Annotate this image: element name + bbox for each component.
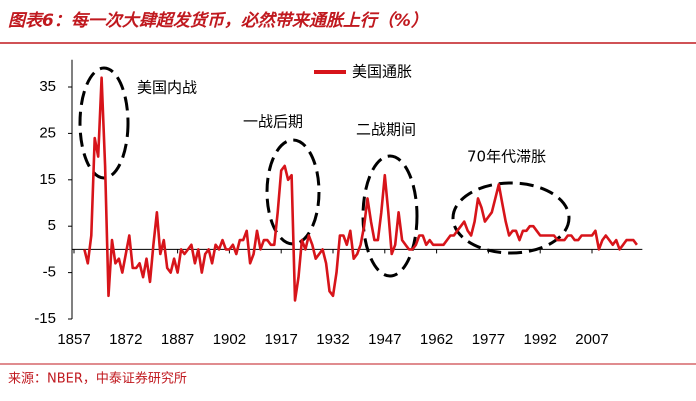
x-tick-label: 1962	[420, 331, 453, 348]
x-tick-label: 1872	[109, 331, 142, 348]
series-line	[83, 76, 638, 302]
source: 来源：NBER，中泰证券研究所	[8, 371, 187, 387]
annotation: 70年代滞胀	[467, 148, 546, 166]
highlight-ellipses	[78, 66, 571, 278]
y-tick-label: -5	[43, 264, 56, 281]
x-tick-label: 1932	[316, 331, 349, 348]
y-tick-label: 5	[48, 217, 56, 234]
annotation: 美国内战	[137, 79, 197, 97]
y-tick-label: 35	[39, 78, 56, 95]
y-tick-label: 25	[39, 124, 56, 141]
x-tick-label: 1857	[57, 331, 90, 348]
x-tick-label: 1947	[368, 331, 401, 348]
legend-label: 美国通胀	[352, 63, 412, 81]
x-tick-label: 1887	[161, 331, 194, 348]
x-tick-label: 1917	[265, 331, 298, 348]
chart-title: 图表6：每一次大肆超发货币，必然带来通胀上行（%）	[8, 11, 428, 31]
x-tick-label: 2007	[575, 331, 608, 348]
y-tick-label: 15	[39, 171, 56, 188]
annotation: 一战后期	[243, 113, 303, 131]
x-tick-label: 1902	[213, 331, 246, 348]
x-tick-label: 1992	[524, 331, 557, 348]
x-tick-label: 1977	[472, 331, 505, 348]
y-tick-label: -15	[34, 310, 56, 327]
annotation: 二战期间	[356, 121, 416, 139]
